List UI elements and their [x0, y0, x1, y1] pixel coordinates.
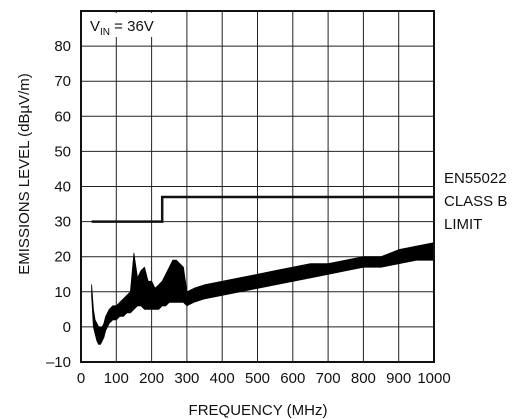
x-tick-label: 500 — [245, 370, 270, 387]
limit-line — [91, 195, 434, 223]
x-tick-labels: 0 100 200 300 400 500 600 700 800 900 1000 — [77, 370, 451, 387]
condition-label-main: V — [90, 18, 100, 35]
x-tick-label: 200 — [139, 370, 164, 387]
y-tick-label: –10 — [46, 354, 71, 371]
y-axis-label: EMISSIONS LEVEL (dBµV/m) — [16, 73, 33, 274]
limit-label-line-3: LIMIT — [444, 216, 482, 233]
y-tick-labels: –10 0 10 20 30 40 50 60 70 80 — [46, 38, 71, 371]
y-tick-label: 80 — [54, 38, 71, 55]
x-tick-label: 400 — [210, 370, 235, 387]
x-tick-label: 800 — [351, 370, 376, 387]
condition-label-subscript: IN — [100, 27, 110, 38]
emissions-band — [91, 242, 435, 345]
y-tick-label: 0 — [63, 319, 71, 336]
y-tick-label: 30 — [54, 214, 71, 231]
condition-label: VIN = 36V — [90, 18, 154, 38]
y-tick-label: 20 — [54, 249, 71, 266]
series-layer — [91, 195, 435, 345]
condition-label-rest: = 36V — [110, 18, 154, 35]
x-tick-label: 300 — [174, 370, 199, 387]
y-tick-label: 40 — [54, 179, 71, 196]
y-tick-label: 50 — [54, 143, 71, 160]
y-tick-label: 60 — [54, 108, 71, 125]
x-tick-label: 0 — [77, 370, 85, 387]
condition-label-background — [83, 13, 173, 37]
x-axis-label: FREQUENCY (MHz) — [189, 402, 328, 419]
x-tick-label: 1000 — [417, 370, 450, 387]
y-tick-label: 10 — [54, 284, 71, 301]
plot-frame — [80, 10, 435, 363]
x-tick-label: 900 — [386, 370, 411, 387]
limit-label-line-1: EN55022 — [444, 170, 507, 187]
x-tick-label: 600 — [280, 370, 305, 387]
limit-label-line-2: CLASS B — [444, 193, 507, 210]
x-tick-label: 100 — [104, 370, 129, 387]
x-tick-label: 700 — [316, 370, 341, 387]
y-tick-label: 70 — [54, 73, 71, 90]
